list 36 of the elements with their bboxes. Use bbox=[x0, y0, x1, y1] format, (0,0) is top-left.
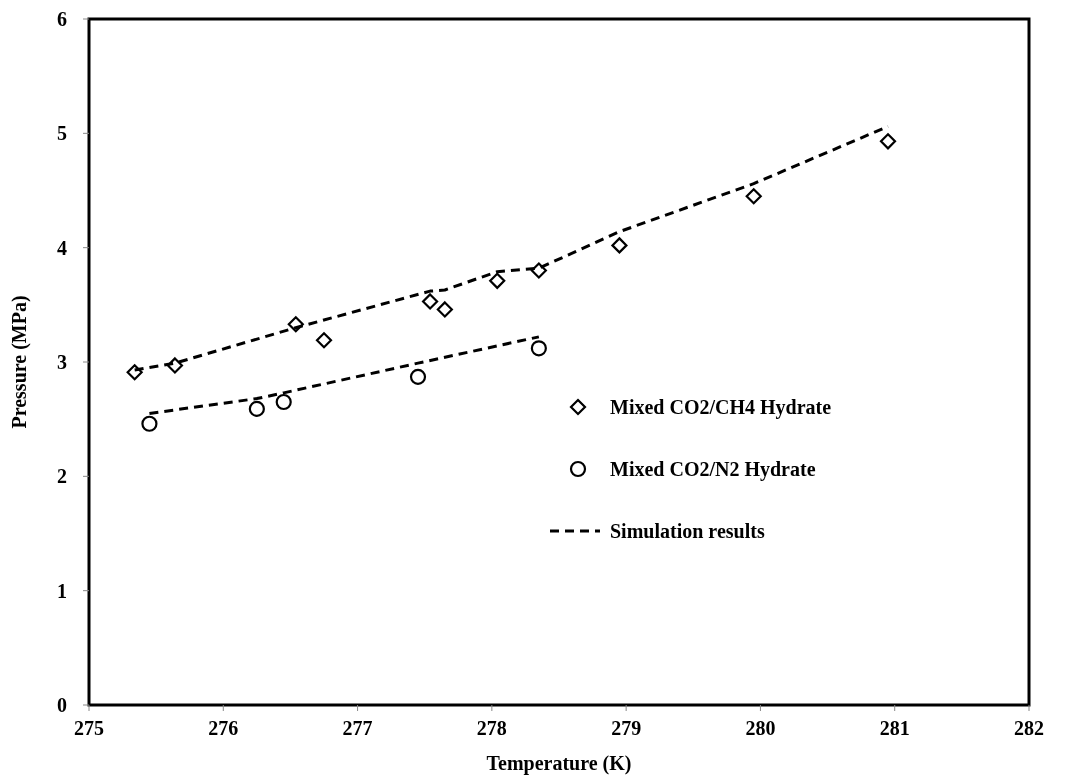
point bbox=[611, 237, 628, 254]
point bbox=[126, 364, 143, 381]
point bbox=[287, 316, 304, 333]
point bbox=[421, 293, 439, 310]
y-axis-title: Pressure (MPa) bbox=[8, 295, 31, 429]
y-tick-label: 2 bbox=[57, 465, 67, 488]
point bbox=[141, 415, 158, 432]
legend-label: Simulation results bbox=[610, 520, 765, 542]
legend-label: Mixed CO2/CH4 Hydrate bbox=[610, 396, 832, 419]
x-tick-label: 282 bbox=[1014, 717, 1044, 739]
x-tick-label: 279 bbox=[611, 717, 642, 739]
point bbox=[275, 393, 292, 411]
point bbox=[166, 357, 184, 374]
point bbox=[315, 332, 333, 349]
x-tick-label: 281 bbox=[879, 717, 910, 739]
y-tick-label: 6 bbox=[57, 8, 67, 30]
y-tick-label: 4 bbox=[57, 236, 67, 259]
point bbox=[879, 133, 897, 150]
y-tick-label: 5 bbox=[57, 122, 67, 145]
point bbox=[489, 272, 506, 289]
x-axis-title: Temperature (K) bbox=[486, 752, 632, 775]
y-tick-label: 1 bbox=[57, 579, 67, 602]
x-tick-label: 277 bbox=[342, 717, 373, 739]
y-tick-label: 3 bbox=[57, 351, 67, 373]
point bbox=[436, 301, 453, 318]
point bbox=[248, 400, 265, 417]
x-tick-label: 278 bbox=[476, 717, 507, 739]
y-tick-label: 0 bbox=[57, 694, 67, 716]
x-tick-label: 275 bbox=[74, 717, 104, 739]
point bbox=[530, 340, 547, 357]
legend-label: Mixed CO2/N2 Hydrate bbox=[610, 458, 816, 481]
point bbox=[409, 368, 427, 385]
x-tick-label: 280 bbox=[745, 717, 776, 739]
point bbox=[745, 188, 762, 205]
point bbox=[530, 262, 547, 279]
x-tick-label: 276 bbox=[208, 717, 239, 739]
